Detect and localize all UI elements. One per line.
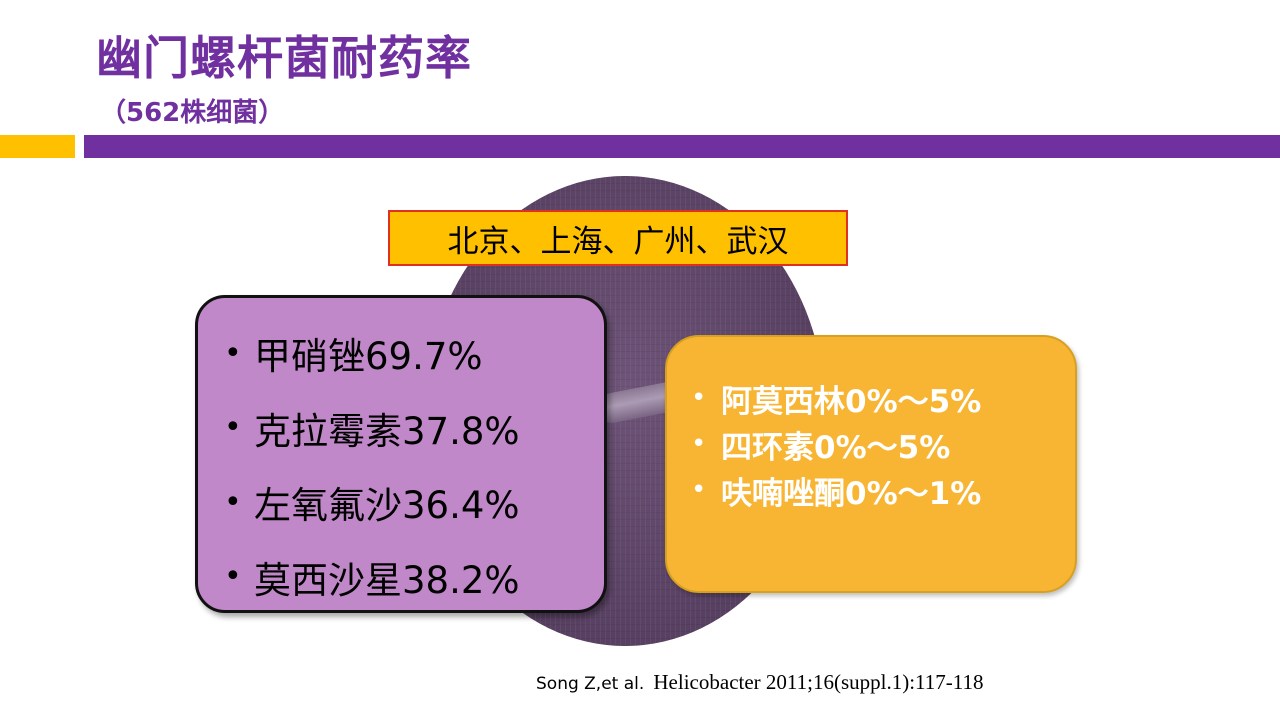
bullet-icon: • [691,429,707,459]
citation-authors: Song Z,et al. [536,674,645,694]
accent-bar-purple [84,135,1280,158]
list-item: • 左氧氟沙36.4% [224,465,604,540]
list-item: • 甲硝锉69.7% [224,316,604,391]
resistance-rate-text: 克拉霉素37.8% [254,409,520,453]
list-item: • 莫西沙星38.2% [224,540,604,615]
resistance-rate-text: 左氧氟沙36.4% [254,484,520,528]
resistance-rate-text: 莫西沙星38.2% [254,558,520,602]
cities-label-box: 北京、上海、广州、武汉 [388,210,848,266]
high-resistance-box: • 甲硝锉69.7% • 克拉霉素37.8% • 左氧氟沙36.4% • 莫西沙… [195,295,607,613]
slide-subtitle: （562株细菌） [100,98,285,128]
resistance-rate-text: 阿莫西林0%～5% [721,383,982,420]
bullet-icon: • [224,335,242,371]
list-item: • 克拉霉素37.8% [224,391,604,466]
list-item: • 四环素0%～5% [691,421,1075,467]
resistance-rate-text: 呋喃唑酮0%～1% [721,475,982,512]
resistance-rate-text: 甲硝锉69.7% [254,335,483,379]
slide-title: 幽门螺杆菌耐药率 [96,31,472,85]
citation-journal: Helicobacter 2011;16(suppl.1):117-118 [653,670,984,694]
bullet-icon: • [224,410,242,446]
low-resistance-box: • 阿莫西林0%～5% • 四环素0%～5% • 呋喃唑酮0%～1% [665,335,1077,593]
bullet-icon: • [691,383,707,413]
cities-label: 北京、上海、广州、武汉 [447,223,789,260]
bullet-icon: • [691,475,707,505]
citation: Song Z,et al. Helicobacter 2011;16(suppl… [536,670,983,695]
list-item: • 阿莫西林0%～5% [691,375,1075,421]
bullet-icon: • [224,559,242,595]
resistance-rate-text: 四环素0%～5% [721,429,951,466]
accent-bar-gold [0,135,75,158]
list-item: • 呋喃唑酮0%～1% [691,467,1075,513]
bullet-icon: • [224,484,242,520]
